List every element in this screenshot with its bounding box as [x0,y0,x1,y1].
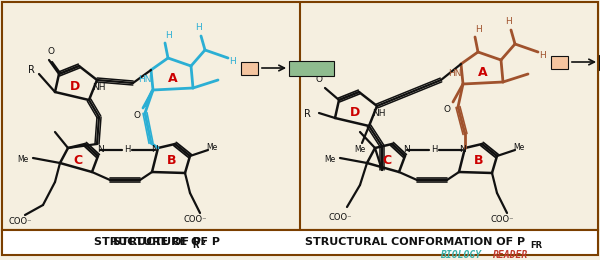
Text: Me: Me [355,146,365,154]
Text: O: O [133,112,140,120]
Text: PROTEIN: PROTEIN [290,63,332,73]
Text: Me: Me [325,155,335,165]
Text: COO⁻: COO⁻ [328,212,352,222]
Text: STRUCTURAL CONFORMATION OF P: STRUCTURAL CONFORMATION OF P [305,237,525,247]
Text: R: R [192,240,199,250]
Text: A: A [478,66,488,79]
FancyBboxPatch shape [599,55,600,69]
Text: H: H [475,25,481,35]
Text: N: N [458,146,466,154]
Text: H: H [164,31,172,41]
Text: COO⁻: COO⁻ [8,218,32,226]
Text: STRUCTURE OF P: STRUCTURE OF P [113,237,220,247]
FancyBboxPatch shape [289,61,334,75]
Bar [2,230,598,255]
Text: C: C [73,153,83,166]
Text: COO⁻: COO⁻ [490,216,514,224]
Bar [2,2,598,230]
FancyBboxPatch shape [551,55,568,68]
Text: FR: FR [530,240,542,250]
Text: H: H [505,17,511,27]
Text: R: R [304,109,310,119]
Text: O: O [47,48,55,56]
Text: STRUCTURE OF P₂: STRUCTURE OF P₂ [94,237,206,247]
Text: S: S [245,63,253,73]
Text: NH: NH [92,82,106,92]
Text: H: H [124,145,130,153]
Text: Me: Me [206,144,218,153]
Text: Me: Me [514,144,524,153]
Text: D: D [70,80,80,93]
Text: H: H [194,23,202,32]
Text: D: D [350,106,360,119]
Text: Me: Me [17,155,29,165]
Text: O: O [316,75,323,84]
Text: N: N [152,146,158,154]
FancyBboxPatch shape [241,62,257,75]
Text: H: H [230,57,236,67]
Text: O: O [443,106,451,114]
Text: NH: NH [372,109,386,119]
Text: COO⁻: COO⁻ [183,216,207,224]
Text: HN: HN [448,69,462,79]
Text: READER: READER [493,250,528,260]
Text: N: N [404,146,410,154]
Text: HN: HN [138,75,152,84]
Text: N: N [97,146,103,154]
Text: B: B [167,153,177,166]
Text: S: S [556,57,563,67]
Text: H: H [539,51,547,61]
Text: B: B [474,153,484,166]
Text: C: C [382,153,392,166]
Text: H: H [431,145,437,153]
Text: A: A [168,72,178,84]
Text: R: R [28,65,34,75]
Text: BIOLOGY: BIOLOGY [440,250,481,260]
